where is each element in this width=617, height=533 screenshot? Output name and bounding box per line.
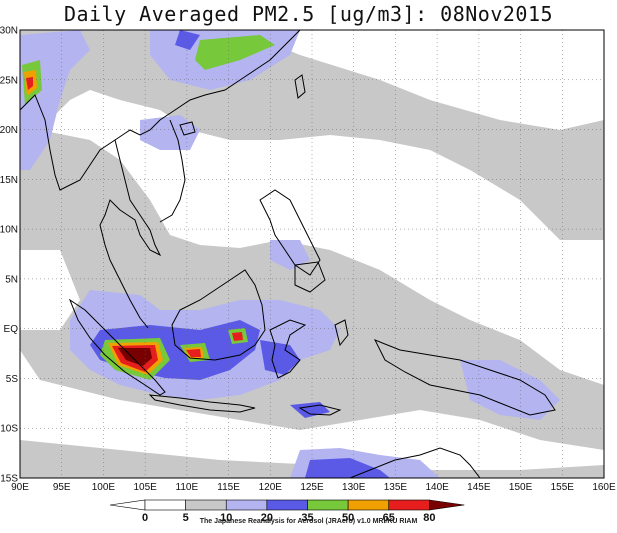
colorbar-segment bbox=[225, 499, 268, 511]
coast-vietnam bbox=[159, 119, 186, 223]
coastlines bbox=[20, 30, 556, 478]
white-gap-scs bbox=[180, 150, 310, 230]
lon-tick-label: 90E bbox=[11, 482, 29, 493]
blue-mindanao bbox=[270, 240, 310, 270]
white-gap-indian bbox=[20, 250, 80, 330]
coast-new-guinea bbox=[373, 339, 556, 416]
red-patch bbox=[232, 332, 243, 341]
lon-tick-label: 120E bbox=[259, 482, 283, 493]
grey-band-south bbox=[20, 440, 604, 478]
darkred-sumatra bbox=[118, 348, 152, 366]
colorbar-segment bbox=[266, 499, 308, 511]
lon-tick-label: 140E bbox=[425, 482, 449, 493]
colorbar-label: 0 bbox=[142, 512, 148, 524]
colorbar-arrow-right bbox=[429, 499, 465, 511]
lon-tick-label: 150E bbox=[509, 482, 533, 493]
lon-tick-label: 135E bbox=[384, 482, 408, 493]
coast-philippines bbox=[259, 189, 321, 276]
colorbar-segment bbox=[185, 499, 227, 511]
lat-tick-label: 5S bbox=[6, 374, 19, 385]
lat-tick-label: EQ bbox=[4, 324, 19, 335]
coast-australia bbox=[349, 447, 481, 478]
colorbar-label: 35 bbox=[301, 512, 313, 524]
colorbar-segment bbox=[144, 499, 186, 511]
plot-frame bbox=[19, 29, 605, 479]
colorbar-segment bbox=[388, 499, 430, 511]
colorbar-label: 65 bbox=[383, 512, 395, 524]
lat-tick-label: 5N bbox=[5, 274, 18, 285]
lon-tick-label: 145E bbox=[467, 482, 491, 493]
green-south-china bbox=[195, 35, 275, 70]
colorbar-label: 50 bbox=[342, 512, 354, 524]
lon-tick-label: 155E bbox=[551, 482, 575, 493]
lon-tick-label: 160E bbox=[592, 482, 616, 493]
lat-tick-label: 30N bbox=[0, 26, 18, 37]
lon-tick-label: 115E bbox=[217, 482, 240, 493]
colorbar-arrow-left bbox=[109, 499, 146, 511]
coast-asia-mainland bbox=[20, 30, 301, 191]
lon-tick-label: 105E bbox=[133, 482, 157, 493]
darkblue-north bbox=[175, 30, 200, 50]
lon-tick-label: 130E bbox=[342, 482, 366, 493]
colorbar-label: 80 bbox=[423, 512, 435, 524]
coast-mindanao bbox=[294, 261, 326, 293]
coast-sulawesi bbox=[269, 319, 307, 379]
red-myanmar bbox=[26, 77, 33, 90]
grey-patch-east bbox=[520, 150, 604, 240]
gridlines bbox=[20, 30, 604, 478]
lon-tick-label: 125E bbox=[300, 482, 324, 493]
coast-hainan bbox=[179, 121, 196, 136]
lat-tick-label: 10S bbox=[0, 424, 18, 435]
lon-tick-labels: 90E 95E 100E 105E 110E 115E 120E 125E 130E 135E 14… bbox=[11, 482, 616, 493]
colorbar-label: 5 bbox=[183, 512, 189, 524]
colorbar-label: 20 bbox=[261, 512, 273, 524]
map-title: Daily Averaged PM2.5 [ug/m3]: 08Nov2015 bbox=[63, 2, 554, 26]
darkblue-sulawesi bbox=[260, 340, 300, 375]
lon-tick-label: 95E bbox=[53, 482, 71, 493]
coast-timor bbox=[298, 404, 342, 416]
lat-tick-label: 20N bbox=[0, 125, 18, 136]
coast-indochina bbox=[99, 139, 162, 329]
lat-tick-label: 25N bbox=[0, 75, 18, 86]
colorbar: 0 5 10 20 35 50 65 80 bbox=[109, 499, 465, 524]
colorbar-segment bbox=[347, 499, 390, 511]
coast-sumatra bbox=[68, 298, 166, 396]
lon-tick-label: 100E bbox=[92, 482, 116, 493]
lat-tick-label: 10N bbox=[0, 225, 18, 236]
lat-tick-label: 15S bbox=[0, 474, 18, 485]
colorbar-label: 10 bbox=[220, 512, 232, 524]
coast-taiwan bbox=[294, 74, 306, 99]
lon-tick-label: 110E bbox=[176, 482, 199, 493]
colorbar-segment bbox=[307, 499, 349, 511]
red-kalimantan bbox=[186, 349, 201, 357]
coast-halmahera bbox=[334, 319, 349, 347]
coast-borneo bbox=[171, 269, 266, 361]
white-gap-pacific bbox=[360, 160, 500, 280]
lat-tick-label: 15N bbox=[0, 175, 18, 186]
darkblue-south bbox=[305, 458, 390, 478]
lat-tick-labels: 30N 25N 20N 15N 10N 5N EQ 5S 10S 15S bbox=[0, 26, 18, 485]
coast-java bbox=[148, 394, 256, 413]
credit-text: The Japanese Reanalysis for Aerosol (JRA… bbox=[199, 518, 418, 525]
blue-png bbox=[460, 360, 560, 420]
